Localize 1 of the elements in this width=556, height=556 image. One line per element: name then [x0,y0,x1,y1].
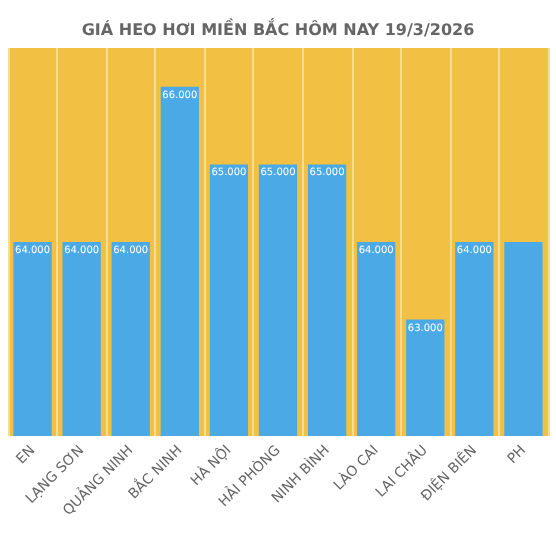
chart-title: GIÁ HEO HƠI MIỀN BẮC HÔM NAY 19/3/2026 [81,17,476,39]
